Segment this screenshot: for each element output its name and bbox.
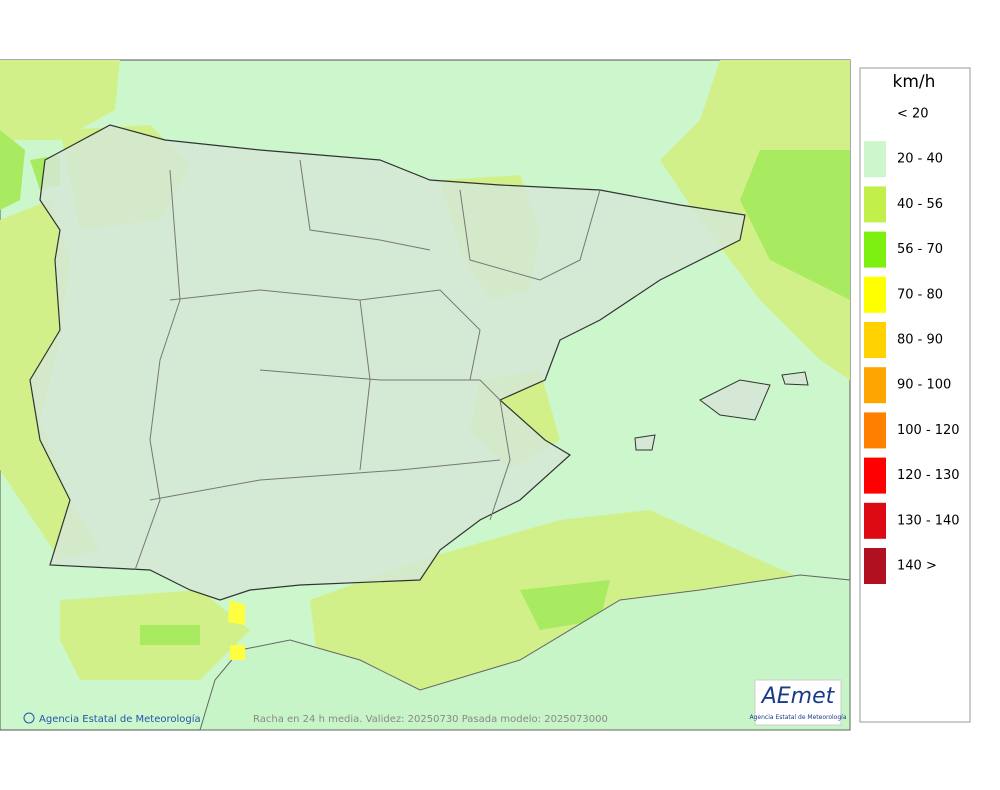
- region-borders: [134, 159, 601, 571]
- credit-icon: [23, 712, 35, 724]
- credit: Agencia Estatal de Meteorología: [39, 713, 201, 725]
- legend-swatch: [864, 141, 886, 178]
- legend-swatch: [864, 412, 886, 449]
- legend-label: < 20: [897, 107, 929, 122]
- legend-swatch: [864, 322, 886, 358]
- iberian-peninsula: [29, 124, 746, 601]
- legend-label: 90 - 100: [897, 378, 951, 393]
- legend-label: 40 - 56: [897, 197, 943, 212]
- caption: Racha en 24 h media. Validez: 20250730 P…: [253, 714, 608, 725]
- legend-swatch: [864, 186, 886, 223]
- legend-swatch: [864, 231, 886, 268]
- legend-label: 100 - 120: [897, 423, 960, 438]
- legend-label: 20 - 40: [897, 152, 943, 167]
- legend-swatch: [864, 276, 886, 313]
- ibiza: [634, 434, 656, 451]
- legend-label: 70 - 80: [897, 287, 943, 302]
- logo-box: [754, 679, 842, 726]
- mallorca: [699, 379, 771, 421]
- legend: < 20 20 - 40 40 - 56 56 - 70 70 - 80 80 - 90 9…: [864, 96, 960, 584]
- legend-label: 80 - 90: [897, 333, 943, 348]
- legend-swatch: [864, 96, 886, 132]
- legend-swatch: [864, 457, 886, 494]
- logo-subtitle: Agencia Estatal de Meteorología: [750, 714, 847, 721]
- legend-label: 140 >: [897, 559, 937, 574]
- menorca: [781, 371, 809, 386]
- legend-title: km/h: [893, 72, 936, 92]
- legend-swatch: [864, 548, 886, 584]
- legend-label: 56 - 70: [897, 242, 943, 257]
- logo: AEmet: [760, 684, 836, 709]
- legend-swatch: [864, 502, 886, 539]
- gust-zones-strong: [0, 130, 850, 645]
- legend-label: 120 - 130: [897, 468, 960, 483]
- legend-swatch: [864, 367, 886, 404]
- strait-hotspot: [230, 645, 245, 660]
- legend-label: 130 - 140: [897, 513, 960, 528]
- strait-hotspot: [228, 600, 245, 625]
